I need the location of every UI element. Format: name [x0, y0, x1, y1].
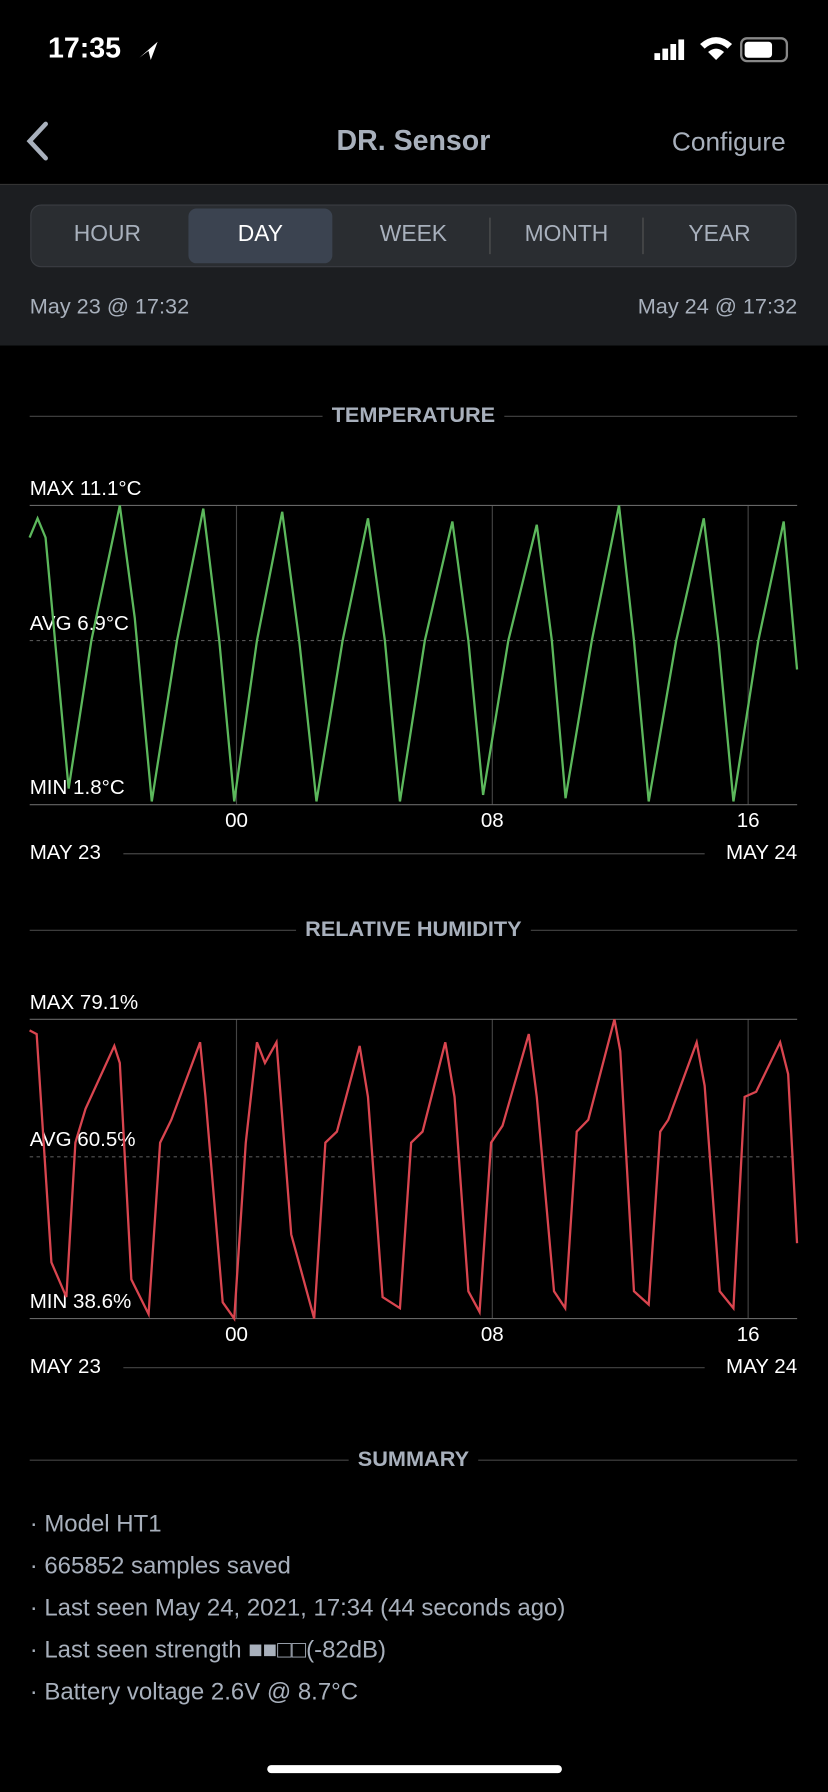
tab[interactable]: WEEK	[380, 220, 447, 246]
summary-line: · Last seen strength ■■□□(-82dB)	[30, 1637, 386, 1664]
status-time: 17:35	[48, 32, 121, 64]
range-end: May 24 @ 17:32	[638, 294, 797, 319]
end-date: MAY 24	[726, 1355, 797, 1378]
data-line	[29, 1019, 799, 1322]
summary-line: · 665852 samples saved	[30, 1553, 291, 1580]
y-tick-label: MIN 38.6%	[30, 1290, 132, 1313]
x-tick-label: 08	[481, 809, 504, 832]
nav-title: DR. Sensor	[336, 125, 490, 157]
range-start: May 23 @ 17:32	[30, 294, 189, 319]
tab[interactable]: MONTH	[525, 220, 609, 246]
y-tick-label: AVG 6.9°C	[30, 612, 129, 635]
x-tick-label: 16	[737, 809, 760, 832]
location-icon	[139, 41, 158, 61]
wifi-icon	[700, 37, 733, 61]
start-date: MAY 23	[30, 841, 101, 864]
battery-level	[744, 41, 773, 58]
tab-selected	[188, 208, 333, 264]
summary-line: · Last seen May 24, 2021, 17:34 (44 seco…	[30, 1595, 566, 1622]
summary-line: · Battery voltage 2.6V @ 8.7°C	[30, 1679, 358, 1706]
signal-icon	[654, 39, 685, 61]
tab[interactable]: HOUR	[74, 220, 141, 246]
configure-button[interactable]: Configure	[672, 126, 786, 156]
battery-icon	[740, 37, 789, 63]
x-tick-label: 00	[225, 809, 248, 832]
summary-line: · Model HT1	[30, 1511, 162, 1538]
y-tick-label: MIN 1.8°C	[30, 776, 125, 799]
section-title: SUMMARY	[358, 1446, 470, 1471]
y-tick-label: MAX 11.1°C	[30, 477, 142, 500]
y-tick-label: AVG 60.5%	[30, 1128, 136, 1151]
end-date: MAY 24	[726, 841, 797, 864]
x-tick-label: 00	[225, 1323, 248, 1346]
x-tick-label: 16	[737, 1323, 760, 1346]
home-indicator	[267, 1765, 562, 1774]
x-tick-label: 08	[481, 1323, 504, 1346]
start-date: MAY 23	[30, 1355, 101, 1378]
tab[interactable]: YEAR	[688, 220, 750, 246]
tab[interactable]: DAY	[238, 220, 283, 246]
section-title: RELATIVE HUMIDITY	[305, 916, 522, 941]
back-button[interactable]	[26, 121, 48, 161]
data-line	[28, 505, 799, 802]
y-tick-label: MAX 79.1%	[30, 991, 138, 1014]
section-title: TEMPERATURE	[332, 402, 495, 427]
